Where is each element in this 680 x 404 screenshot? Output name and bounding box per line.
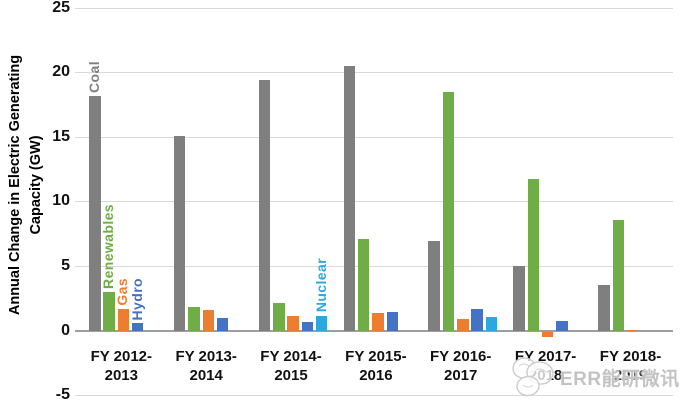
x-axis-label-2: FY 2013- 2014 <box>164 347 248 385</box>
bar-renewables-group5 <box>442 92 455 331</box>
y-tick-label--5: -5 <box>55 386 70 404</box>
x-axis-label-line: FY 2013- <box>175 348 237 365</box>
watermark-text: ERR能研微讯 <box>560 368 680 390</box>
x-axis-label-line: 2016 <box>359 367 393 384</box>
x-axis-label-1: FY 2012- 2013 <box>79 347 163 385</box>
x-axis-label-line: 2017 <box>444 367 478 384</box>
bar-coal-group1 <box>89 95 101 331</box>
x-axis-label-4: FY 2015- 2016 <box>334 347 418 385</box>
series-label-coal: Coal <box>85 60 102 93</box>
bar-hydro-group4 <box>386 311 398 331</box>
bar-nuclear-group5 <box>485 316 498 331</box>
gridline-25 <box>75 7 673 9</box>
bar-renewables-group7 <box>612 219 624 331</box>
gridline-20 <box>75 72 673 74</box>
x-axis-label-line: FY 2018- <box>599 348 662 365</box>
series-label-hydro: Hydro <box>128 277 145 321</box>
gridline--5 <box>75 395 673 397</box>
x-axis-label-line: FY 2014- <box>260 348 322 365</box>
bar-gas-group6 <box>541 332 554 338</box>
y-tick-label-20: 20 <box>52 63 70 81</box>
bar-gas-group3 <box>287 315 299 331</box>
bar-gas-group1 <box>117 309 130 331</box>
y-tick-label-15: 15 <box>52 127 70 145</box>
bar-gas-group5 <box>457 319 469 331</box>
watermark-logo-icon <box>512 357 554 397</box>
bar-coal-group4 <box>343 66 356 331</box>
gridline-10 <box>75 201 673 203</box>
y-tick-label-5: 5 <box>61 256 70 274</box>
bar-gas-group7 <box>626 329 639 331</box>
bar-renewables-group3 <box>273 302 285 331</box>
bar-coal-group5 <box>428 240 440 331</box>
gridline-15 <box>75 136 673 138</box>
x-axis-label-line: FY 2015- <box>345 348 407 365</box>
bar-renewables-group2 <box>188 306 200 331</box>
series-label-nuclear: Nuclear <box>312 258 329 313</box>
x-axis-label-line: 2019 <box>613 367 648 384</box>
bar-renewables-group4 <box>357 239 370 331</box>
x-axis-label-7: FY 2018- 2019 <box>589 347 673 385</box>
gridline-0 <box>75 330 673 332</box>
x-axis-label-line: 2013 <box>104 367 138 384</box>
x-axis-label-line: 2014 <box>189 367 223 384</box>
watermark: ERR能研微讯 <box>509 354 680 400</box>
bar-coal-group2 <box>173 135 186 331</box>
y-tick-label-0: 0 <box>61 321 70 339</box>
bar-nuclear-group3 <box>315 315 328 331</box>
bar-hydro-group1 <box>131 323 144 331</box>
x-axis-label-line: 2015 <box>274 367 308 384</box>
y-tick-label-10: 10 <box>52 192 70 210</box>
bar-hydro-group5 <box>471 309 483 331</box>
x-axis-label-line: FY 2016- <box>429 348 492 365</box>
bar-gas-group2 <box>202 310 214 331</box>
bar-coal-group3 <box>258 80 271 331</box>
bar-gas-group4 <box>372 312 384 331</box>
x-axis-label-5: FY 2016- 2017 <box>419 347 503 385</box>
x-axis-label-3: FY 2014- 2015 <box>249 347 333 385</box>
bar-hydro-group6 <box>556 320 568 331</box>
series-label-renewables: Renewables <box>100 204 116 290</box>
bar-renewables-group1 <box>103 292 115 331</box>
series-label-gas: Gas <box>114 278 131 306</box>
y-tick-label-25: 25 <box>52 0 70 16</box>
bar-coal-group6 <box>513 266 525 331</box>
bar-hydro-group2 <box>216 318 229 331</box>
x-axis-label-line: FY 2012- <box>90 348 153 365</box>
gridline-5 <box>75 265 673 267</box>
bar-coal-group7 <box>598 284 610 331</box>
bar-hydro-group3 <box>301 322 314 331</box>
bar-renewables-group6 <box>527 178 540 331</box>
